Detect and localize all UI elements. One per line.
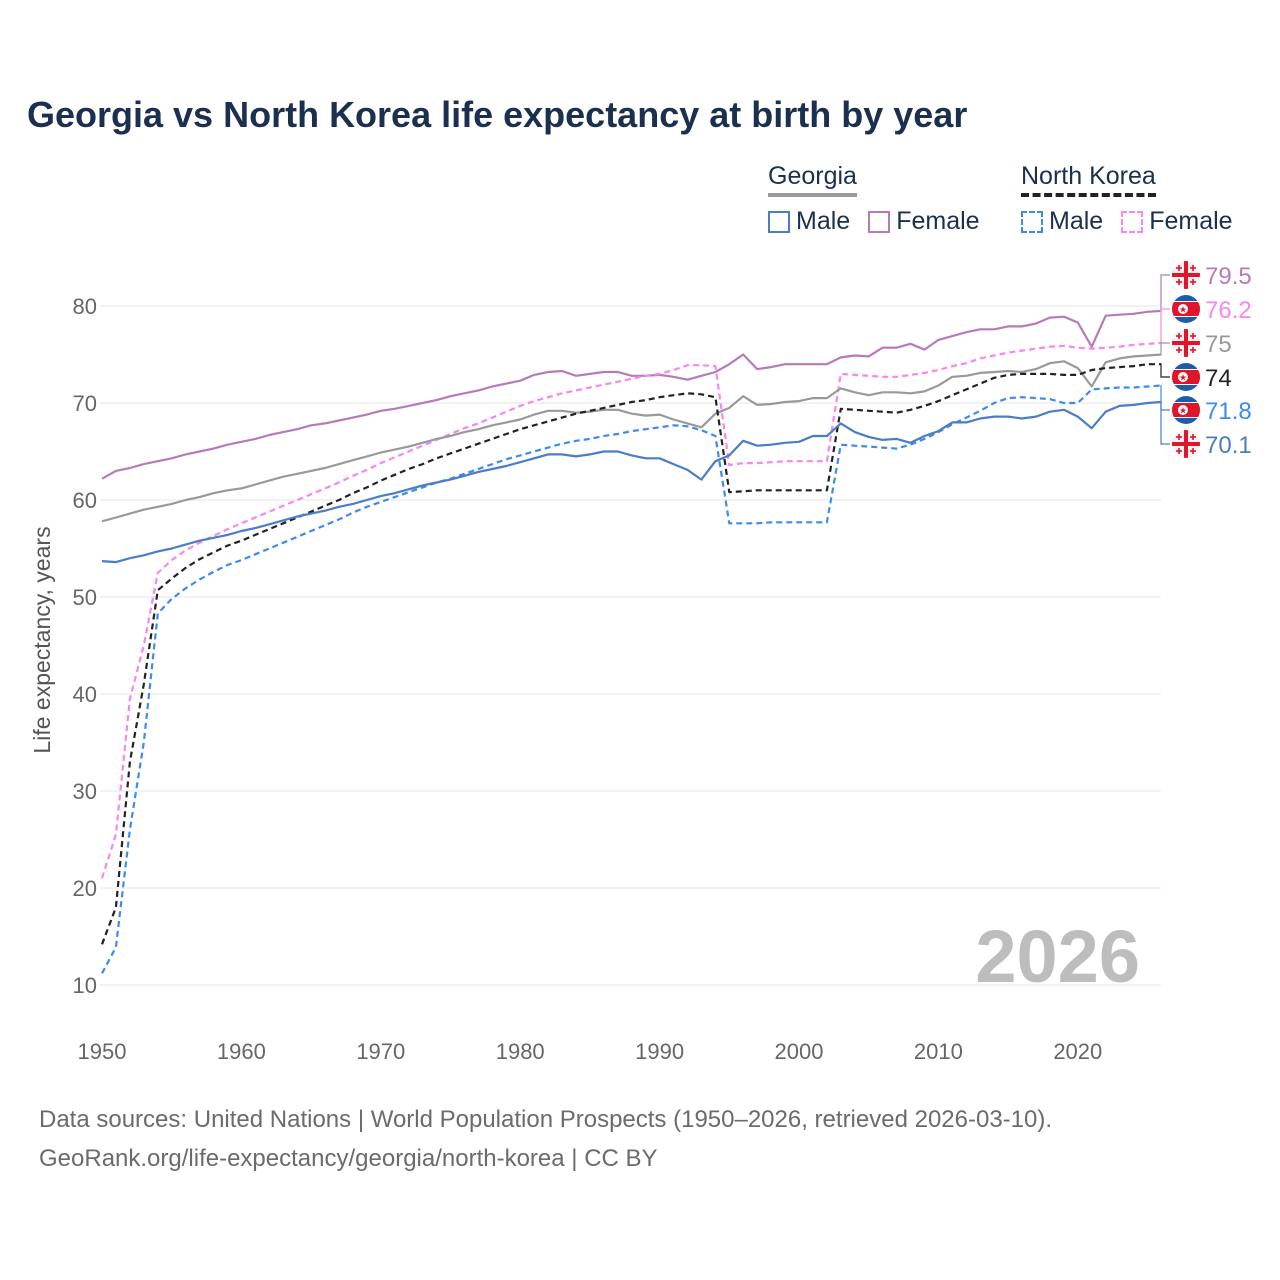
series-line-north-korea — [100, 363, 1162, 945]
y-axis-label: Life expectancy, years — [29, 526, 55, 753]
y-tick-label: 60 — [73, 488, 97, 513]
legend-label: Female — [896, 207, 980, 235]
end-label-connector — [1160, 384, 1170, 411]
legend-group-north-korea: North Korea — [1021, 162, 1156, 197]
footer-link[interactable]: GeoRank.org/life-expectancy/georgia/nort… — [39, 1145, 658, 1172]
end-label-connector — [1160, 401, 1170, 445]
legend-item-north-korea-female[interactable]: Female — [1121, 207, 1233, 236]
series-line-georgia-male — [101, 400, 1162, 564]
y-tick-label: 10 — [73, 973, 97, 998]
legend-swatch — [1121, 210, 1144, 233]
georgia-flag-icon — [1172, 329, 1200, 357]
legend-label: Female — [1149, 207, 1233, 235]
x-tick-label: 1980 — [496, 1039, 545, 1064]
north-korea-flag-icon: ★ — [1172, 396, 1200, 424]
y-tick-label: 20 — [73, 876, 97, 901]
footer-sources: Data sources: United Nations | World Pop… — [39, 1106, 1053, 1133]
svg-text:★: ★ — [1179, 373, 1187, 383]
legend-swatch — [1021, 210, 1043, 233]
x-tick-label: 2010 — [914, 1039, 963, 1064]
georgia-flag-icon — [1172, 261, 1200, 289]
legend-label: Male — [796, 207, 851, 235]
series-line-north-korea-female — [100, 341, 1162, 879]
end-value-label: 74 — [1205, 365, 1232, 392]
end-label-connector — [1160, 308, 1170, 344]
end-value-label: 70.1 — [1205, 432, 1252, 459]
x-tick-label: 2000 — [775, 1039, 824, 1064]
end-label-connector — [1160, 274, 1170, 312]
x-tick-label: 1970 — [356, 1039, 405, 1064]
y-tick-label: 70 — [73, 391, 97, 416]
series-line-north-korea-male — [101, 384, 1162, 974]
y-tick-label: 50 — [73, 585, 97, 610]
legend-group-georgia: Georgia — [768, 162, 857, 197]
legend-label: Male — [1049, 207, 1104, 235]
x-tick-label: 2020 — [1053, 1039, 1102, 1064]
north-korea-flag-icon: ★ — [1172, 363, 1200, 391]
legend-item-georgia-female[interactable]: Female — [868, 207, 980, 236]
end-value-label: 79.5 — [1205, 263, 1252, 290]
legend-georgia: Georgia Male Female — [768, 162, 980, 236]
x-tick-label: 1950 — [78, 1039, 127, 1064]
north-korea-flag-icon: ★ — [1172, 295, 1200, 323]
end-value-label: 75 — [1205, 331, 1232, 358]
svg-text:★: ★ — [1179, 406, 1187, 416]
end-label-connector — [1160, 342, 1170, 356]
series-line-georgia-female — [101, 309, 1162, 480]
legend-item-north-korea-male[interactable]: Male — [1021, 207, 1103, 236]
chart-title: Georgia vs North Korea life expectancy a… — [27, 94, 968, 135]
x-tick-label: 1990 — [635, 1039, 684, 1064]
legend-north-korea: North Korea Male Female — [1021, 162, 1233, 236]
y-tick-label: 30 — [73, 779, 97, 804]
legend-item-georgia-male[interactable]: Male — [768, 207, 850, 236]
year-watermark: 2026 — [975, 915, 1140, 998]
end-value-label: 71.8 — [1205, 398, 1252, 425]
x-tick-label: 1960 — [217, 1039, 266, 1064]
end-label-connector — [1160, 363, 1170, 378]
svg-text:★: ★ — [1179, 305, 1187, 315]
y-tick-label: 40 — [73, 682, 97, 707]
end-value-label: 76.2 — [1205, 297, 1252, 324]
legend-swatch — [768, 210, 790, 233]
georgia-flag-icon — [1172, 430, 1200, 458]
series-line-georgia — [101, 353, 1162, 523]
legend-swatch — [868, 210, 891, 233]
y-tick-label: 80 — [73, 294, 97, 319]
